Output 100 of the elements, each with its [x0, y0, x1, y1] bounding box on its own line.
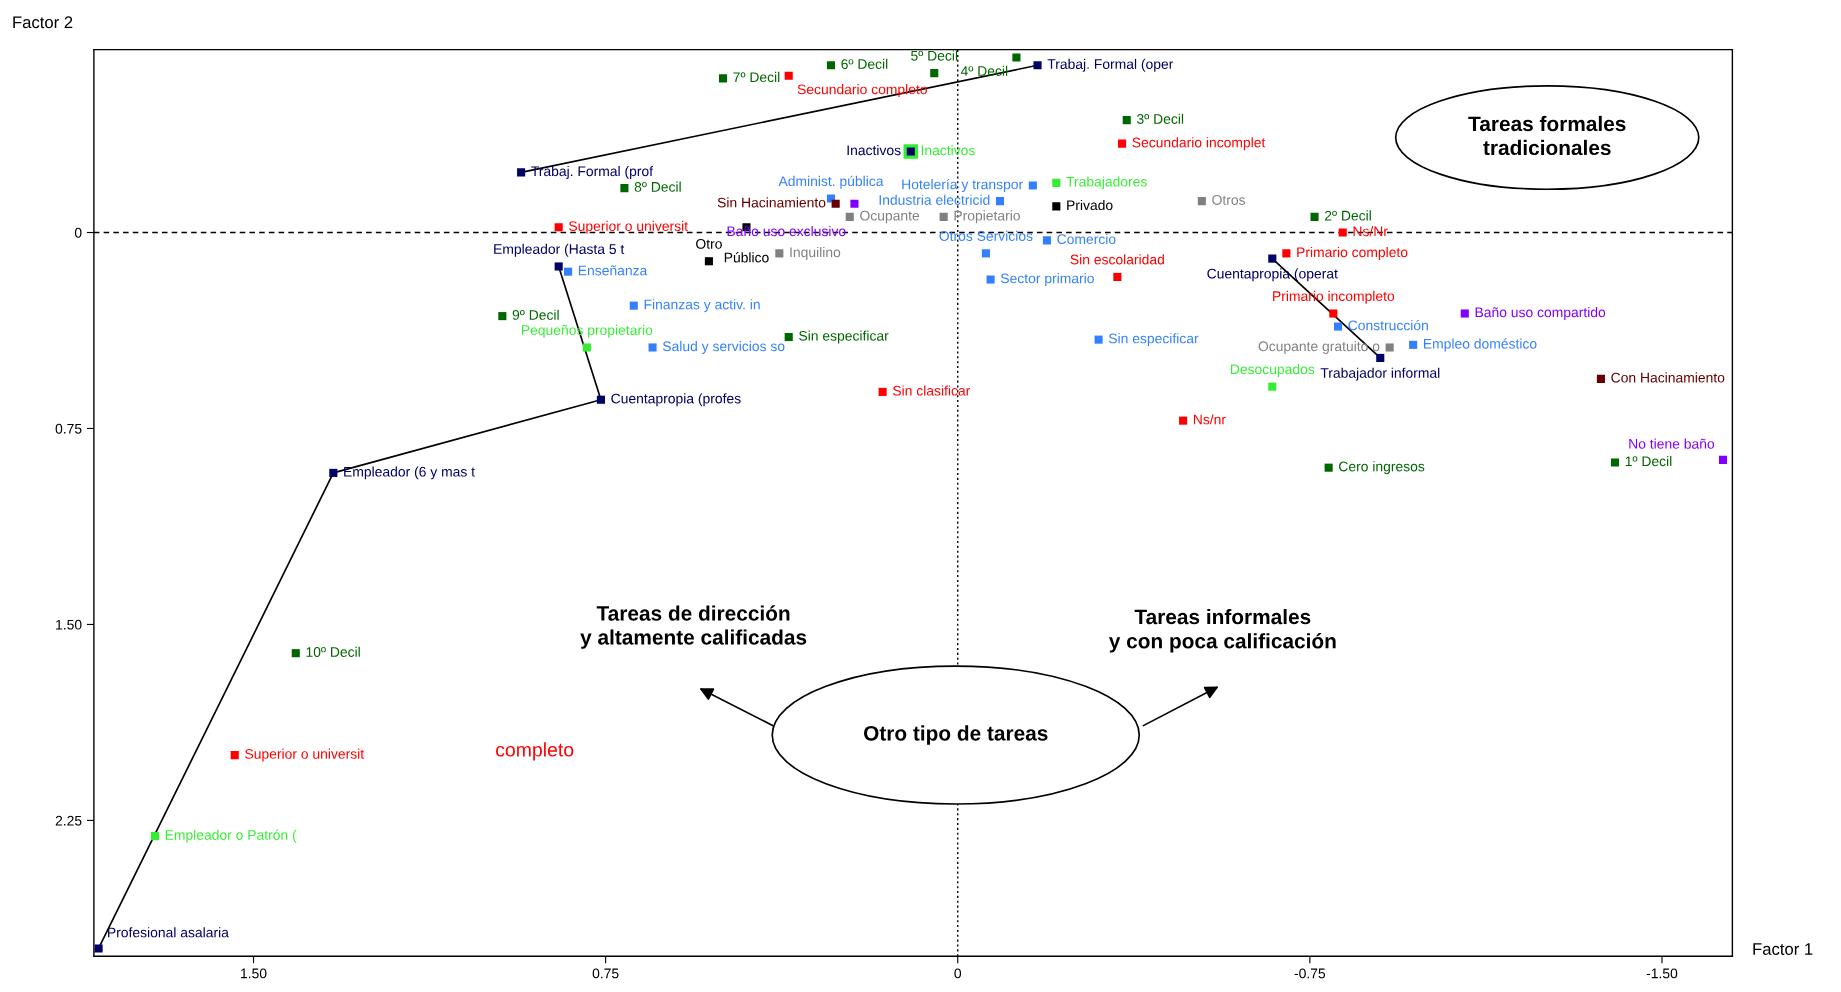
- series-label: Empleador (6 y mas t: [344, 466, 475, 480]
- point: [784, 332, 793, 342]
- series-label: Superior o universit: [245, 748, 365, 762]
- series-label: Otros Servicios: [939, 230, 1033, 241]
- point: [995, 197, 1005, 206]
- series-label: Enseñanza: [578, 265, 648, 276]
- series-label: 5º Decil: [911, 50, 958, 61]
- series-label: 1º Decil: [1625, 455, 1672, 467]
- point: [1268, 254, 1277, 263]
- series-label: Empleo doméstico: [1424, 338, 1537, 352]
- point: [329, 468, 338, 477]
- point: [291, 649, 300, 658]
- series-label: Con Hacinamiento: [1611, 372, 1725, 383]
- series-label: Privado: [1067, 199, 1113, 211]
- series-label: 10º Decil: [306, 646, 360, 657]
- series-label: Superior o universit: [569, 220, 688, 234]
- point: [1460, 309, 1469, 318]
- series-label: 2º Decil: [1324, 210, 1371, 221]
- point: [784, 71, 793, 80]
- point: [1042, 236, 1051, 245]
- point: [498, 312, 507, 321]
- point: [554, 262, 563, 271]
- series-label: Primario completo: [1297, 246, 1408, 260]
- y-axis-title: Factor 2: [13, 16, 73, 29]
- point: [582, 343, 591, 352]
- point: [620, 184, 629, 193]
- series-label: Secundario incomplet: [1132, 137, 1266, 151]
- series-label: 8º Decil: [634, 181, 681, 192]
- series-label: Finanzas y activ. in: [644, 299, 760, 313]
- point: [845, 212, 854, 221]
- point: [1012, 53, 1021, 62]
- series-label: Inquilino: [790, 246, 841, 260]
- x-tick-label: -0.75: [1294, 968, 1326, 979]
- series-label: Empleador (Hasta 5 t: [494, 243, 625, 257]
- y-tick-label: 2.25: [55, 815, 82, 826]
- point: [1610, 458, 1620, 467]
- point: [775, 249, 784, 258]
- point: [1333, 322, 1343, 331]
- point: [1094, 335, 1103, 344]
- annotation: Tareas formales tradicionales: [1468, 115, 1626, 156]
- point: [704, 257, 713, 266]
- point: [981, 249, 990, 258]
- series-label: Profesional asalaria: [108, 927, 229, 938]
- series-label: Administ. pública: [778, 175, 884, 189]
- x-tick-label: 0.75: [592, 968, 619, 979]
- point: [1596, 374, 1605, 383]
- series-label: Industria electricid: [879, 194, 990, 205]
- point: [878, 387, 887, 396]
- point: [1028, 181, 1037, 190]
- point: [1052, 202, 1061, 211]
- series-label: Sin escolaridad: [1070, 254, 1164, 265]
- point: [94, 944, 103, 953]
- point: [1113, 272, 1122, 281]
- x-axis-title: Factor 1: [1753, 943, 1813, 955]
- series-label: Cuentapropia (operat: [1207, 268, 1338, 282]
- series-label: Desocupados: [1230, 364, 1315, 377]
- annotation: Tareas informales y con poca calificación: [1108, 608, 1336, 653]
- series-label: Otro: [696, 238, 722, 249]
- point: [1118, 139, 1127, 148]
- point: [1268, 382, 1277, 391]
- y-tick-label: 1.50: [56, 619, 82, 630]
- point: [986, 275, 995, 284]
- point: [1324, 463, 1333, 472]
- x-tick-label: 1.50: [241, 968, 267, 979]
- series-label: Sin Hacinamiento: [717, 197, 826, 208]
- series-label: 6º Decil: [841, 58, 888, 70]
- series-label: Cuentapropia (profes: [611, 393, 741, 407]
- series-label: Ocupante: [860, 210, 920, 224]
- point: [826, 61, 836, 70]
- point: [1338, 228, 1347, 237]
- point: [1197, 197, 1206, 206]
- series-label: Sin clasificar: [892, 385, 971, 396]
- series-label: Público: [724, 252, 769, 263]
- point: [564, 267, 573, 276]
- point: [1718, 455, 1728, 464]
- annotation: Otro tipo de tareas: [863, 725, 1048, 745]
- series-label: 9º Decil: [512, 309, 559, 320]
- series-label: Sector primario: [1000, 273, 1094, 287]
- point: [1179, 416, 1188, 425]
- point: [230, 751, 239, 760]
- series-label: Comercio: [1057, 233, 1116, 245]
- y-tick-label: 0.75: [55, 423, 82, 434]
- point: [1310, 212, 1319, 221]
- series-label: 7º Decil: [733, 71, 780, 83]
- series-label: Sin especificar: [1108, 333, 1199, 347]
- point: [1033, 61, 1042, 70]
- point: [718, 74, 728, 83]
- series-label: Baño uso compartido: [1475, 307, 1606, 320]
- series-label: Ns/nr: [1193, 414, 1226, 425]
- series-label: Ns/Nr: [1353, 226, 1388, 237]
- x-tick-label: 0: [954, 968, 962, 979]
- series-label: Salud y servicios so: [662, 341, 785, 354]
- series-label: 3º Decil: [1137, 113, 1184, 124]
- point: [1385, 343, 1394, 352]
- series-label: Trabaj. Formal (prof: [531, 165, 654, 179]
- annotation: completo: [496, 742, 574, 761]
- point: [1282, 249, 1291, 258]
- y-tick-label: 0: [74, 227, 82, 238]
- point: [648, 343, 657, 352]
- point: [930, 69, 939, 78]
